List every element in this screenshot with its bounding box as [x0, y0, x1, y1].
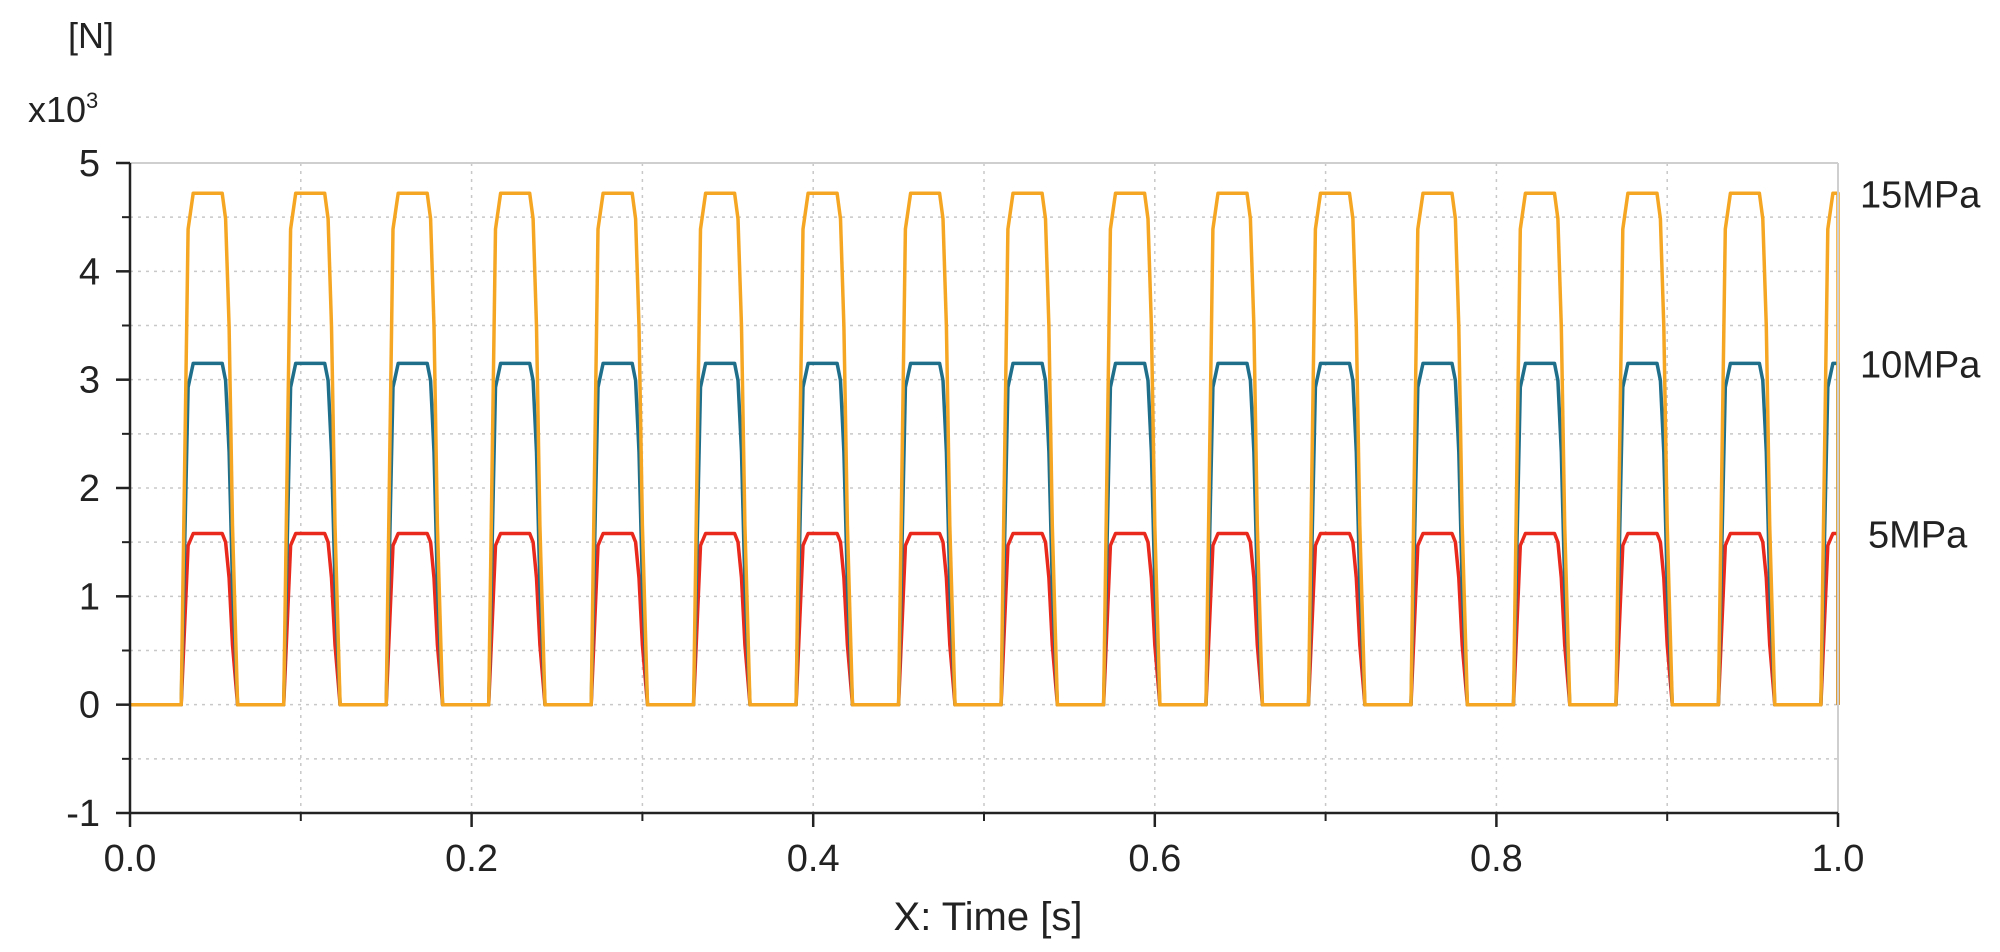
x-tick-label: 0.8: [1470, 838, 1523, 880]
y-tick-label: 5: [79, 143, 100, 185]
series-line-15mpa: [130, 191, 1840, 707]
y-tick-label: 4: [79, 251, 100, 293]
y-multiplier-label: x103: [28, 88, 98, 130]
y-tick-label: -1: [66, 793, 100, 835]
y-tick-label: 2: [79, 468, 100, 510]
y-tick-label: 3: [79, 360, 100, 402]
x-tick-label: 0.6: [1128, 838, 1181, 880]
series-layer: [130, 191, 1840, 707]
x-tick-label: 0.4: [787, 838, 840, 880]
series-label-15mpa: 15MPa: [1860, 174, 1981, 216]
x-axis-title: X: Time [s]: [894, 895, 1083, 939]
series-label-10mpa: 10MPa: [1860, 344, 1981, 386]
x-tick-label: 1.0: [1812, 838, 1865, 880]
series-label-5mpa: 5MPa: [1868, 515, 1968, 557]
y-unit-label: [N]: [68, 15, 114, 56]
x-tick-label: 0.0: [104, 838, 157, 880]
x-tick-label: 0.2: [445, 838, 498, 880]
y-multiplier-exponent: 3: [86, 88, 98, 113]
y-multiplier-base: x10: [28, 89, 86, 130]
y-tick-label: 0: [79, 685, 100, 727]
axes: -1 0 1 2 3 4 5 0.0 0.2 0.4 0.6 0.8 1.0 15MPa 10MPa 5MPa: [66, 143, 1981, 880]
y-tick-label: 1: [79, 576, 100, 618]
